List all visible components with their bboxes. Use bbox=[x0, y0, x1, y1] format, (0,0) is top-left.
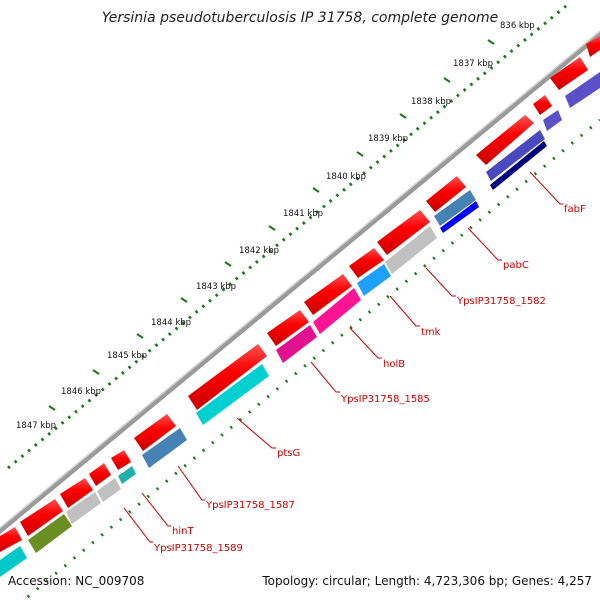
genome-summary: Topology: circular; Length: 4,723,306 bp… bbox=[262, 574, 592, 588]
gene-label: pabC bbox=[503, 260, 529, 271]
tick-label: 1845 kbp bbox=[107, 351, 147, 361]
leader-line bbox=[236, 417, 276, 449]
tick-mark bbox=[136, 333, 144, 339]
gene-label: YpsIP31758_1585 bbox=[340, 394, 430, 405]
gene-arrow-forward bbox=[188, 344, 267, 410]
gene-arrow-reverse bbox=[0, 546, 27, 577]
tick-label: 1838 kbp bbox=[411, 97, 451, 107]
gene-arrow-forward bbox=[111, 450, 131, 470]
gene-arrow-forward bbox=[20, 499, 63, 536]
tick-mark bbox=[487, 39, 495, 45]
gene-label: holB bbox=[383, 359, 405, 370]
gene-label: hinT bbox=[172, 526, 194, 537]
gene-arrow-reverse bbox=[385, 226, 437, 274]
gene-label: YpsIP31758_1587 bbox=[205, 500, 295, 511]
outer-tick-ring bbox=[7, 4, 567, 470]
label-leaders bbox=[123, 171, 563, 543]
tick-label: 1839 kbp bbox=[368, 134, 408, 144]
reverse-strand bbox=[0, 72, 600, 577]
tick-label: 1846 kbp bbox=[61, 387, 101, 397]
tick-label: 1843 kbp bbox=[196, 282, 236, 292]
tick-mark bbox=[312, 187, 320, 193]
gene-arrow-forward bbox=[426, 176, 466, 212]
gene-arrow-reverse bbox=[313, 288, 361, 334]
leader-line bbox=[141, 492, 171, 527]
gene-arrow-reverse bbox=[357, 264, 391, 296]
gene-arrow-forward bbox=[134, 414, 176, 451]
tick-label: 836 kbp bbox=[500, 21, 535, 31]
backbone-highlight bbox=[0, 30, 600, 529]
gene-arrow-forward bbox=[89, 463, 111, 486]
leader-line bbox=[310, 361, 340, 393]
forward-strand bbox=[0, 36, 600, 552]
gene-label: YpsIP31758_1589 bbox=[153, 543, 243, 554]
tick-mark bbox=[48, 405, 56, 411]
leader-line bbox=[349, 327, 382, 359]
gene-arrow-forward bbox=[60, 478, 93, 508]
gene-arrow-forward bbox=[377, 210, 430, 255]
tick-mark bbox=[356, 151, 364, 157]
gene-arrow-reverse bbox=[276, 325, 317, 363]
gene-arrow-forward bbox=[550, 57, 588, 90]
gene-arrow-reverse bbox=[118, 466, 136, 484]
gene-arrow-forward bbox=[476, 115, 534, 165]
accession-label: Accession: NC_009708 bbox=[8, 574, 145, 588]
gene-arrow-reverse bbox=[434, 190, 476, 226]
tick-label: 1844 kbp bbox=[151, 318, 191, 328]
tick-mark bbox=[399, 113, 407, 119]
tick-mark bbox=[268, 225, 276, 231]
gene-arrow-reverse bbox=[486, 130, 545, 181]
leader-line bbox=[529, 171, 563, 205]
map-title: Yersinia pseudotuberculosis IP 31758, co… bbox=[101, 10, 499, 26]
gene-label: fabF bbox=[564, 204, 586, 215]
gene-arrow-forward bbox=[533, 95, 552, 115]
tick-marks bbox=[48, 39, 495, 411]
gene-arrow-forward bbox=[586, 36, 600, 57]
leader-line bbox=[389, 295, 420, 327]
inner-tick-ring bbox=[15, 118, 600, 605]
gene-labels: fabF pabC YpsIP31758_1582 tmk holB YpsIP… bbox=[153, 204, 586, 554]
gene-arrow-reverse bbox=[66, 492, 101, 524]
gene-arrow-forward bbox=[0, 527, 22, 552]
gene-arrow-reverse bbox=[440, 201, 479, 233]
tick-label: 1837 kbp bbox=[453, 59, 493, 69]
tick-mark bbox=[92, 369, 100, 375]
leader-line bbox=[123, 507, 153, 543]
gene-arrow-reverse bbox=[97, 478, 121, 502]
gene-arrow-reverse bbox=[28, 514, 72, 553]
gene-label: ptsG bbox=[277, 448, 300, 459]
leader-line bbox=[425, 267, 456, 297]
gene-arrow-reverse bbox=[142, 428, 187, 468]
backbone-ring bbox=[0, 30, 600, 535]
gene-arrow-reverse bbox=[565, 72, 600, 108]
gene-arrow-reverse bbox=[543, 110, 562, 131]
leader-line bbox=[467, 227, 502, 261]
gene-label: YpsIP31758_1582 bbox=[456, 296, 546, 307]
tick-label: 1841 kbp bbox=[283, 209, 323, 219]
tick-label: 1847 kbp bbox=[16, 421, 56, 431]
tick-labels: 836 kbp 1837 kbp 1838 kbp 1839 kbp 1840 … bbox=[16, 21, 535, 431]
tick-mark bbox=[224, 261, 232, 267]
gene-arrow-reverse bbox=[196, 364, 269, 425]
gene-arrow-forward bbox=[304, 274, 352, 315]
tick-label: 1840 kbp bbox=[326, 172, 366, 182]
gene-arrow-forward bbox=[349, 248, 384, 278]
gene-label: tmk bbox=[421, 327, 441, 338]
tick-mark bbox=[180, 297, 188, 303]
gene-arrow-forward bbox=[267, 310, 309, 346]
tick-mark bbox=[443, 77, 451, 83]
gene-arrow-reverse bbox=[490, 141, 547, 190]
leader-line bbox=[177, 465, 205, 501]
tick-label: 1842 kbp bbox=[239, 246, 279, 256]
